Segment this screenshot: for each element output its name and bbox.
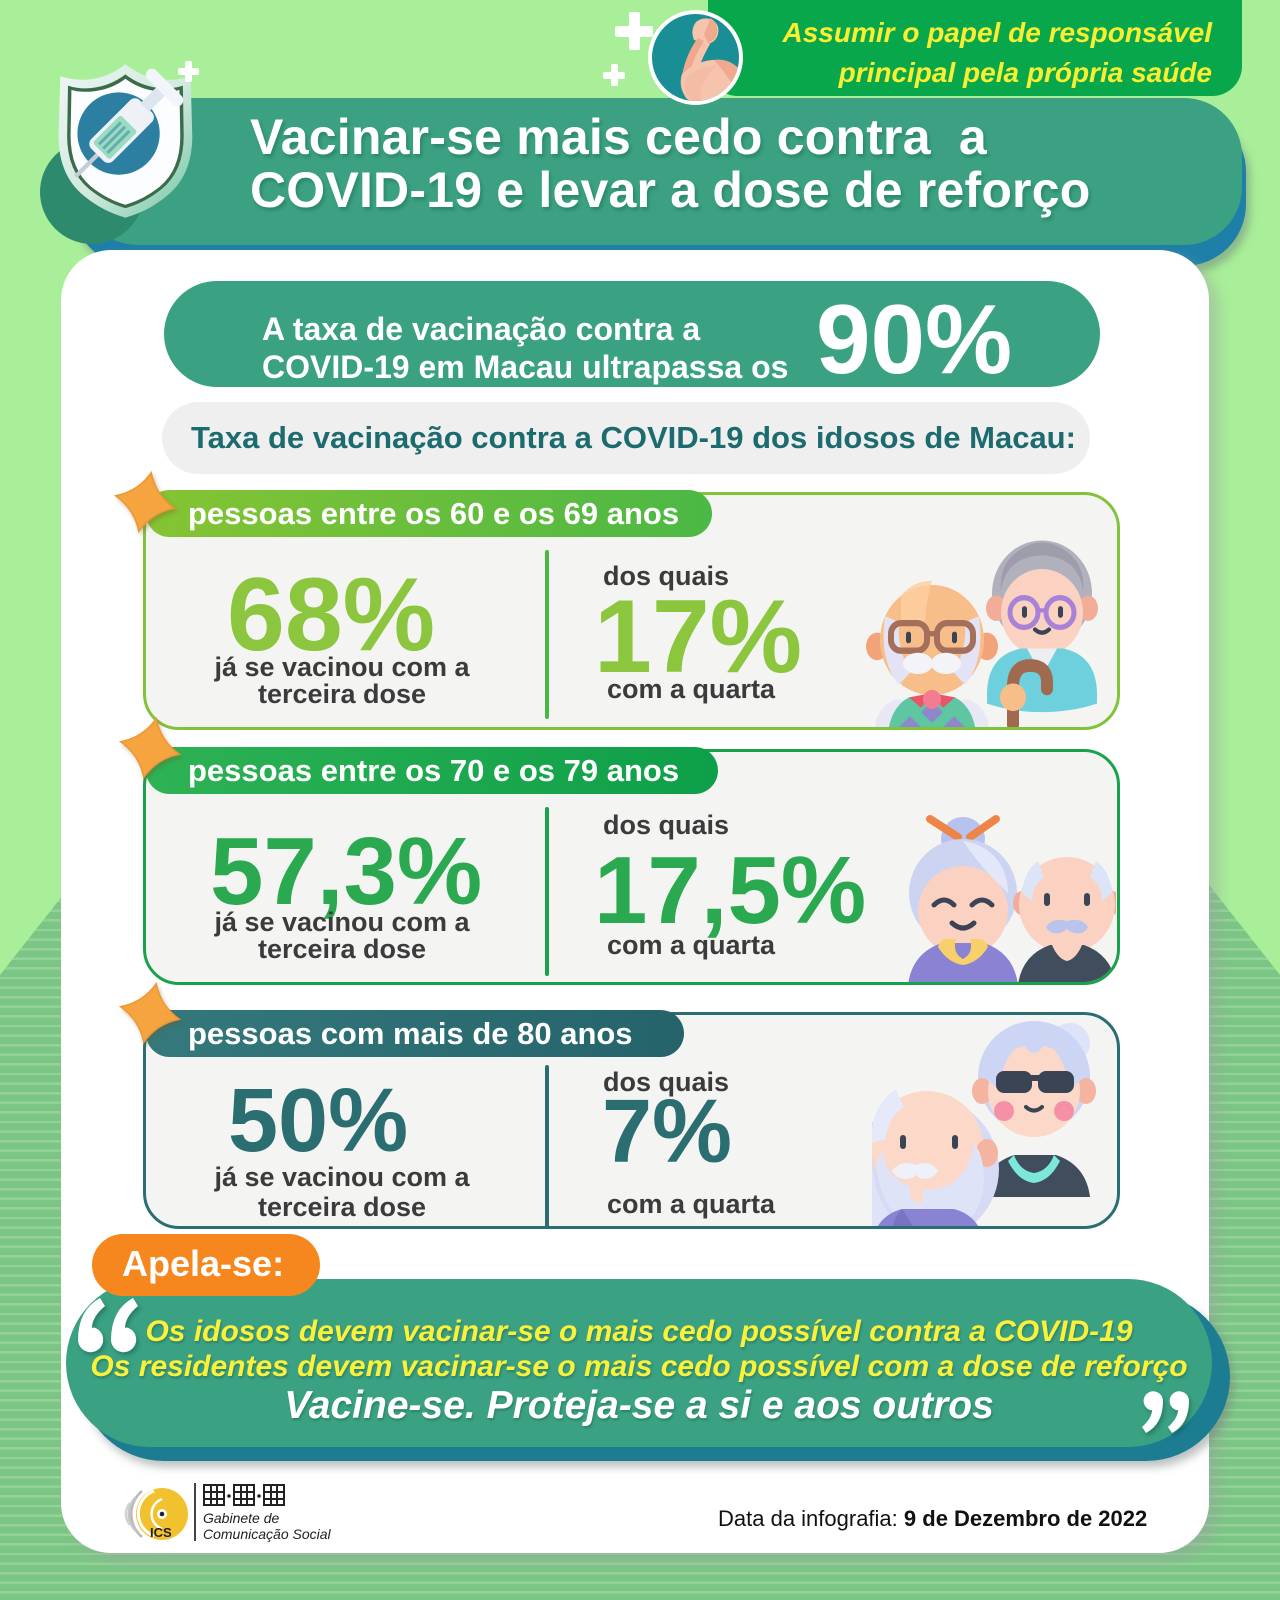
svg-text:Gabinete de: Gabinete de — [203, 1510, 279, 1526]
svg-text:ICS: ICS — [150, 1525, 172, 1540]
svg-text:Comunicação Social: Comunicação Social — [203, 1526, 332, 1542]
